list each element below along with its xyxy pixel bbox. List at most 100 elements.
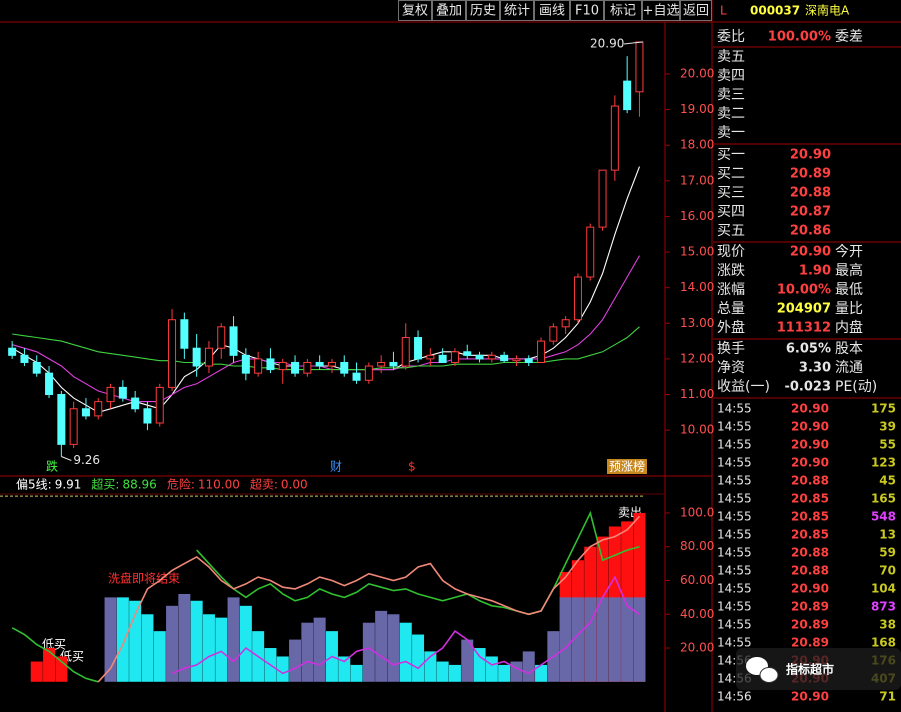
row-value: 111312 (777, 321, 831, 336)
indicator-value: 88.96 (122, 478, 156, 492)
trade-price: 20.89 (791, 600, 829, 614)
indicator-bar (227, 597, 240, 682)
toolbar-button[interactable] (680, 0, 712, 21)
indicator-label: 超买: (91, 477, 119, 492)
toolbar-label: 画线 (539, 4, 565, 19)
candle-body (598, 169, 607, 228)
indicator-bar (559, 597, 572, 682)
indicator-value: 9.91 (55, 478, 82, 492)
indicator-line (171, 575, 640, 675)
row-value: 1.90 (799, 264, 831, 279)
bid-label: 买二 (717, 166, 745, 182)
row-label: PE(动) (835, 379, 877, 395)
candle-body (524, 358, 533, 363)
candle-body (32, 361, 41, 374)
trade-time: 14:55 (717, 600, 752, 614)
indicator-bar (608, 597, 621, 682)
trade-volume: 13 (879, 528, 896, 542)
candle-body (549, 326, 558, 342)
trade-volume: 38 (879, 618, 896, 632)
indicator-label: 危险: (167, 477, 195, 492)
candle-body (266, 358, 275, 371)
watermark: 指标超市 (736, 648, 901, 690)
row-label: 换手 (717, 340, 745, 357)
candle-body (315, 361, 324, 367)
indicator-bar (153, 631, 166, 682)
y-tick-label: 20.00 (680, 641, 714, 655)
indicator-bar (178, 594, 191, 682)
ma-line (12, 255, 640, 403)
trade-time: 14:55 (717, 492, 752, 506)
trade-volume: 165 (871, 492, 896, 506)
row-value: -0.023 (784, 380, 831, 395)
trade-price: 20.85 (791, 492, 829, 506)
indicator-bar (202, 614, 215, 682)
ask-label: 卖五 (717, 49, 745, 65)
candle-body (254, 358, 263, 374)
indicator-label: 偏5线: (16, 477, 52, 492)
trade-time: 14:55 (717, 456, 752, 470)
toolbar-button[interactable] (642, 0, 680, 21)
indicator-bar (448, 664, 461, 682)
toolbar-button[interactable] (398, 0, 432, 21)
trade-volume: 39 (879, 420, 896, 434)
low-pointer (61, 456, 72, 461)
row-label: 收益(一) (717, 379, 770, 395)
toolbar-label: 返回 (683, 4, 709, 19)
toolbar-label: 叠加 (436, 4, 462, 19)
candle-body (623, 80, 632, 111)
trade-time: 14:55 (717, 546, 752, 560)
row-value: 3.30 (799, 361, 831, 376)
high-pointer (623, 41, 644, 45)
candle-body (561, 319, 570, 328)
candle-body (426, 354, 435, 360)
row-value: 100.00% (768, 30, 831, 45)
indicator-bar (412, 634, 425, 682)
toolbar-button[interactable] (432, 0, 466, 21)
toolbar-label: 复权 (402, 3, 428, 19)
candle-body (118, 386, 127, 399)
toolbar-button[interactable] (534, 0, 570, 21)
toolbar-label: 统计 (504, 4, 530, 19)
row-label: 涨跌 (717, 263, 745, 279)
stock-name: 深南电A (805, 3, 850, 18)
row-label: 最高 (835, 262, 863, 279)
row-label: 总量 (717, 301, 745, 317)
candle-body (106, 386, 115, 403)
bid-label: 买四 (717, 204, 745, 220)
candle-body (610, 105, 619, 171)
indicator-bar (30, 661, 43, 682)
indicator-line (11, 510, 640, 683)
watermark-text: 指标超市 (786, 662, 834, 677)
row-label: 委差 (835, 29, 863, 45)
ma-line (12, 326, 640, 371)
candle-body (217, 326, 226, 349)
toolbar-button[interactable] (500, 0, 534, 21)
marker: 财 (330, 460, 342, 474)
trade-time: 14:55 (717, 582, 752, 596)
bid-price: 20.87 (790, 205, 831, 220)
y-tick-label: 15.00 (680, 245, 714, 259)
trade-price: 20.89 (791, 618, 829, 632)
ma-line (11, 166, 641, 413)
y-tick-label: 20.00 (680, 66, 714, 80)
bid-price: 20.90 (790, 148, 831, 163)
wechat-icon (759, 667, 779, 683)
trade-volume: 123 (871, 456, 896, 470)
toolbar-button[interactable] (570, 0, 604, 21)
candle-body (20, 354, 29, 363)
candle-body (573, 276, 582, 321)
flag: L (720, 4, 727, 18)
trade-volume: 59 (879, 546, 896, 560)
trade-price: 20.88 (791, 474, 829, 488)
marker: 预涨榜 (609, 459, 645, 474)
candle-body (155, 386, 164, 424)
indicator-bar (104, 597, 117, 682)
toolbar-button[interactable] (466, 0, 500, 21)
trade-time: 14:55 (717, 474, 752, 488)
trade-time: 14:55 (717, 618, 752, 632)
y-tick-label: 18.00 (680, 138, 714, 152)
toolbar-button[interactable] (604, 0, 642, 21)
row-label: 流通 (835, 360, 863, 376)
